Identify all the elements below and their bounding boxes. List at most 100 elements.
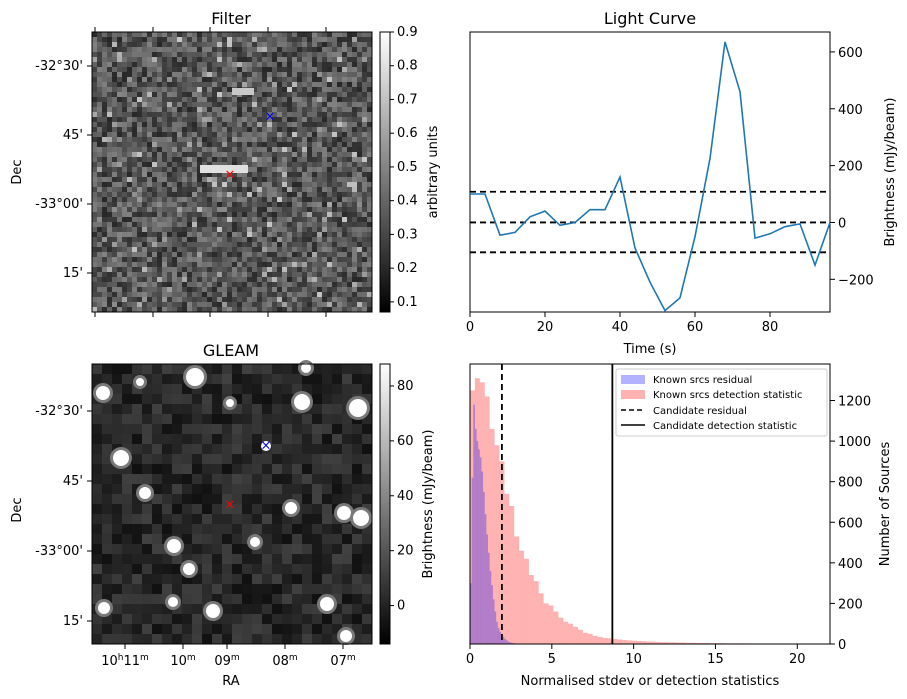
colorbar-tick: 0.1 (397, 295, 418, 310)
histogram-bar (494, 445, 500, 644)
colorbar-tick: 0.8 (397, 59, 418, 74)
lightcurve-ylabel: Brightness (mJy/beam) (883, 98, 898, 247)
histogram-ytick: 1000 (838, 435, 871, 450)
lightcurve-ytick: 400 (838, 103, 863, 118)
lightcurve-xtick: 60 (687, 320, 704, 335)
histogram-bar (524, 558, 529, 644)
lightcurve-series-line (470, 41, 831, 312)
histogram-bar (486, 534, 488, 644)
lightcurve-ytick: 600 (838, 46, 863, 61)
histogram-bar (627, 640, 632, 644)
histogram-xlabel: Normalised stdev or detection statistics (521, 674, 780, 689)
histogram-bar (538, 593, 544, 644)
histogram-bar (478, 449, 480, 644)
histogram-bar (681, 642, 686, 644)
histogram-bar (489, 570, 492, 644)
colorbar-tick: 0.6 (397, 126, 418, 141)
histogram-bar (514, 536, 520, 644)
histogram-bar (509, 642, 511, 644)
histogram-legend: Known srcs residual Known srcs detection… (615, 368, 828, 437)
histogram-bar (533, 581, 539, 644)
filter-ra-ticks (94, 27, 327, 317)
gleam-ra-axis: 10h11m 10m 09m 08m 07m (101, 644, 356, 669)
histogram-bar (641, 641, 647, 644)
colorbar-tick: 20 (397, 544, 414, 559)
lightcurve-ytick: 0 (838, 216, 846, 231)
gleam-colorbar: 80 60 40 20 0 (379, 363, 414, 645)
colorbar-tick: 80 (397, 379, 414, 394)
lightcurve-ytick: −200 (838, 273, 874, 288)
histogram-bar (553, 611, 559, 644)
filter-colorbar-label: arbitrary units (426, 125, 441, 218)
histogram-xtick: 10 (625, 652, 642, 667)
lightcurve-xtick: 40 (612, 320, 629, 335)
histogram-bar (578, 629, 583, 644)
colorbar-tick: 0 (397, 599, 405, 614)
filter-dec-tick: 15' (63, 266, 83, 281)
histogram-bar (489, 428, 495, 644)
histogram-bar (510, 642, 513, 644)
target-marker-gleam: × (261, 439, 272, 454)
histogram-bar (690, 642, 696, 644)
histogram-bar (471, 477, 474, 644)
colorbar-tick: 0.4 (397, 194, 418, 209)
lightcurve-title: Light Curve (604, 9, 696, 28)
histogram-bar (592, 635, 598, 644)
filter-dec-tick: 45' (63, 128, 83, 143)
histogram-xtick: 20 (789, 652, 806, 667)
histogram-ytick: 400 (838, 557, 863, 572)
histogram-frame (469, 363, 831, 645)
filter-noise (92, 32, 372, 312)
gleam-sources (93, 360, 372, 645)
histogram-bar (497, 627, 500, 644)
gleam-ra-tick: 08m (272, 653, 297, 669)
histogram-xtick: 15 (707, 652, 724, 667)
gleam-colorbar-label: Brightness (mJy/beam) (421, 430, 436, 579)
histogram-bar (484, 396, 490, 644)
histogram-bar (568, 623, 574, 644)
histogram-bar (491, 585, 493, 644)
colorbar-tick: 40 (397, 489, 414, 504)
histogram-ylabel: Number of Sources (878, 442, 893, 567)
gleam-image (91, 360, 373, 645)
histogram-bar (481, 471, 484, 644)
histogram-bar (504, 638, 506, 644)
histogram-bar (686, 642, 691, 644)
histogram-ytick: 1200 (838, 395, 871, 410)
colorbar-tick: 0.5 (397, 160, 418, 175)
filter-ylabel: Dec (10, 159, 25, 184)
histogram-bar (656, 641, 662, 644)
histogram-bar (582, 632, 588, 644)
gleam-ra-tick: 10m (170, 653, 195, 669)
histogram-bar (676, 642, 682, 644)
colorbar-tick: 0.7 (397, 92, 418, 107)
histogram-bar (528, 575, 534, 644)
histogram-bar (504, 493, 510, 644)
gleam-title: GLEAM (203, 341, 259, 360)
histogram-bar (563, 621, 569, 644)
histogram-bar (632, 640, 637, 644)
histogram-bar (602, 637, 608, 644)
legend-entry: Known srcs detection statistic (653, 390, 802, 401)
histogram-bar (507, 641, 510, 644)
histogram-bar (646, 641, 652, 644)
gleam-dec-tick: -33°00' (35, 544, 83, 559)
histogram-bar (483, 491, 485, 644)
histogram-bar (695, 642, 701, 644)
histogram-bar (519, 550, 524, 644)
lightcurve-xtick: 80 (762, 320, 779, 335)
histogram-bar (661, 642, 667, 644)
filter-image (91, 31, 373, 313)
gleam-dec-axis: -32°30' 45' -33°00' 15' (35, 404, 92, 629)
gleam-noise (92, 364, 372, 644)
lightcurve-xtick: 0 (466, 320, 474, 335)
histogram-bar (636, 640, 642, 644)
histogram-bar (496, 621, 498, 644)
filter-title: Filter (211, 9, 251, 28)
histogram-bar (509, 506, 515, 644)
histogram-bar (543, 603, 549, 644)
gleam-ra-tick: 09m (214, 653, 239, 669)
lightcurve-frame (469, 31, 831, 313)
gleam-dec-tick: 45' (63, 474, 83, 489)
